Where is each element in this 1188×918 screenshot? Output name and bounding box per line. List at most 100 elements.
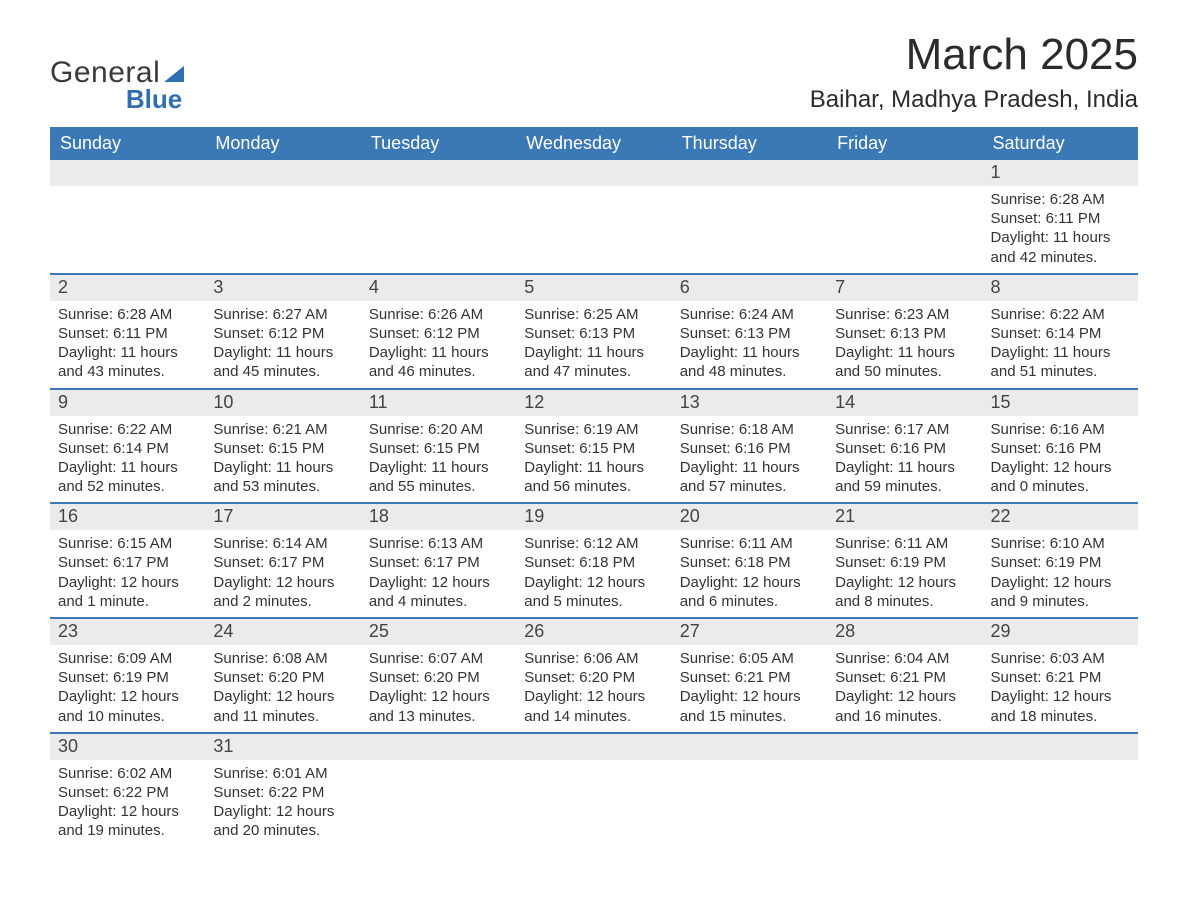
sunset-text: Sunset: 6:12 PM [369, 324, 508, 343]
calendar-day-cell: 5Sunrise: 6:25 AMSunset: 6:13 PMDaylight… [516, 274, 671, 389]
day-body [827, 186, 982, 196]
daylight-text: Daylight: 11 hours and 52 minutes. [58, 458, 197, 496]
sunset-text: Sunset: 6:20 PM [369, 668, 508, 687]
daylight-text: Daylight: 12 hours and 1 minute. [58, 573, 197, 611]
sunset-text: Sunset: 6:13 PM [524, 324, 663, 343]
logo-triangle-icon [164, 66, 184, 82]
sunset-text: Sunset: 6:17 PM [213, 553, 352, 572]
sunrise-text: Sunrise: 6:17 AM [835, 420, 974, 439]
col-sunday: Sunday [50, 127, 205, 160]
sunset-text: Sunset: 6:17 PM [369, 553, 508, 572]
daylight-text: Daylight: 12 hours and 2 minutes. [213, 573, 352, 611]
day-body: Sunrise: 6:22 AMSunset: 6:14 PMDaylight:… [50, 416, 205, 503]
calendar-day-cell: 21Sunrise: 6:11 AMSunset: 6:19 PMDayligh… [827, 503, 982, 618]
day-body: Sunrise: 6:28 AMSunset: 6:11 PMDaylight:… [983, 186, 1138, 273]
calendar-day-cell: 2Sunrise: 6:28 AMSunset: 6:11 PMDaylight… [50, 274, 205, 389]
day-body: Sunrise: 6:19 AMSunset: 6:15 PMDaylight:… [516, 416, 671, 503]
daylight-text: Daylight: 11 hours and 55 minutes. [369, 458, 508, 496]
sunrise-text: Sunrise: 6:06 AM [524, 649, 663, 668]
daylight-text: Daylight: 12 hours and 18 minutes. [991, 687, 1130, 725]
sunset-text: Sunset: 6:19 PM [835, 553, 974, 572]
calendar-day-cell [516, 160, 671, 274]
calendar-day-cell: 16Sunrise: 6:15 AMSunset: 6:17 PMDayligh… [50, 503, 205, 618]
calendar-day-cell: 3Sunrise: 6:27 AMSunset: 6:12 PMDaylight… [205, 274, 360, 389]
daylight-text: Daylight: 12 hours and 5 minutes. [524, 573, 663, 611]
sunrise-text: Sunrise: 6:02 AM [58, 764, 197, 783]
calendar-day-cell: 1Sunrise: 6:28 AMSunset: 6:11 PMDaylight… [983, 160, 1138, 274]
calendar-day-cell: 15Sunrise: 6:16 AMSunset: 6:16 PMDayligh… [983, 389, 1138, 504]
sunrise-text: Sunrise: 6:19 AM [524, 420, 663, 439]
daylight-text: Daylight: 11 hours and 45 minutes. [213, 343, 352, 381]
sunrise-text: Sunrise: 6:15 AM [58, 534, 197, 553]
day-number: 7 [827, 275, 982, 301]
calendar-day-cell: 14Sunrise: 6:17 AMSunset: 6:16 PMDayligh… [827, 389, 982, 504]
col-thursday: Thursday [672, 127, 827, 160]
day-number: 5 [516, 275, 671, 301]
day-number: 16 [50, 504, 205, 530]
sunrise-text: Sunrise: 6:25 AM [524, 305, 663, 324]
daylight-text: Daylight: 12 hours and 4 minutes. [369, 573, 508, 611]
day-number: 3 [205, 275, 360, 301]
calendar-day-cell: 24Sunrise: 6:08 AMSunset: 6:20 PMDayligh… [205, 618, 360, 733]
day-number: 10 [205, 390, 360, 416]
sunset-text: Sunset: 6:20 PM [213, 668, 352, 687]
daylight-text: Daylight: 12 hours and 0 minutes. [991, 458, 1130, 496]
calendar-day-cell: 4Sunrise: 6:26 AMSunset: 6:12 PMDaylight… [361, 274, 516, 389]
sunset-text: Sunset: 6:14 PM [991, 324, 1130, 343]
day-body: Sunrise: 6:14 AMSunset: 6:17 PMDaylight:… [205, 530, 360, 617]
day-number: 17 [205, 504, 360, 530]
sunrise-text: Sunrise: 6:11 AM [680, 534, 819, 553]
day-body: Sunrise: 6:03 AMSunset: 6:21 PMDaylight:… [983, 645, 1138, 732]
calendar-day-cell: 31Sunrise: 6:01 AMSunset: 6:22 PMDayligh… [205, 733, 360, 847]
daylight-text: Daylight: 12 hours and 10 minutes. [58, 687, 197, 725]
sunrise-text: Sunrise: 6:03 AM [991, 649, 1130, 668]
daylight-text: Daylight: 12 hours and 11 minutes. [213, 687, 352, 725]
day-body [361, 760, 516, 770]
sunset-text: Sunset: 6:16 PM [991, 439, 1130, 458]
day-number [205, 160, 360, 186]
calendar-day-cell: 27Sunrise: 6:05 AMSunset: 6:21 PMDayligh… [672, 618, 827, 733]
day-number [827, 734, 982, 760]
day-body [361, 186, 516, 196]
calendar-day-cell: 25Sunrise: 6:07 AMSunset: 6:20 PMDayligh… [361, 618, 516, 733]
day-number: 23 [50, 619, 205, 645]
sunrise-text: Sunrise: 6:23 AM [835, 305, 974, 324]
calendar-day-cell: 10Sunrise: 6:21 AMSunset: 6:15 PMDayligh… [205, 389, 360, 504]
calendar-week-row: 16Sunrise: 6:15 AMSunset: 6:17 PMDayligh… [50, 503, 1138, 618]
col-friday: Friday [827, 127, 982, 160]
calendar-day-cell: 23Sunrise: 6:09 AMSunset: 6:19 PMDayligh… [50, 618, 205, 733]
daylight-text: Daylight: 12 hours and 14 minutes. [524, 687, 663, 725]
calendar-day-cell: 9Sunrise: 6:22 AMSunset: 6:14 PMDaylight… [50, 389, 205, 504]
day-body [205, 186, 360, 196]
day-number: 15 [983, 390, 1138, 416]
day-number: 18 [361, 504, 516, 530]
day-number [516, 160, 671, 186]
sunrise-text: Sunrise: 6:18 AM [680, 420, 819, 439]
day-body: Sunrise: 6:21 AMSunset: 6:15 PMDaylight:… [205, 416, 360, 503]
day-number: 26 [516, 619, 671, 645]
day-number: 1 [983, 160, 1138, 186]
sunset-text: Sunset: 6:15 PM [213, 439, 352, 458]
sunrise-text: Sunrise: 6:24 AM [680, 305, 819, 324]
daylight-text: Daylight: 11 hours and 59 minutes. [835, 458, 974, 496]
daylight-text: Daylight: 11 hours and 57 minutes. [680, 458, 819, 496]
day-body: Sunrise: 6:01 AMSunset: 6:22 PMDaylight:… [205, 760, 360, 847]
day-body: Sunrise: 6:06 AMSunset: 6:20 PMDaylight:… [516, 645, 671, 732]
day-body [516, 186, 671, 196]
day-body: Sunrise: 6:17 AMSunset: 6:16 PMDaylight:… [827, 416, 982, 503]
day-number: 24 [205, 619, 360, 645]
daylight-text: Daylight: 11 hours and 51 minutes. [991, 343, 1130, 381]
day-number [361, 160, 516, 186]
day-body: Sunrise: 6:09 AMSunset: 6:19 PMDaylight:… [50, 645, 205, 732]
calendar-week-row: 2Sunrise: 6:28 AMSunset: 6:11 PMDaylight… [50, 274, 1138, 389]
day-number: 31 [205, 734, 360, 760]
day-body: Sunrise: 6:10 AMSunset: 6:19 PMDaylight:… [983, 530, 1138, 617]
day-body: Sunrise: 6:22 AMSunset: 6:14 PMDaylight:… [983, 301, 1138, 388]
day-number: 22 [983, 504, 1138, 530]
calendar-day-cell [672, 733, 827, 847]
daylight-text: Daylight: 12 hours and 8 minutes. [835, 573, 974, 611]
col-saturday: Saturday [983, 127, 1138, 160]
sunset-text: Sunset: 6:22 PM [213, 783, 352, 802]
day-body: Sunrise: 6:08 AMSunset: 6:20 PMDaylight:… [205, 645, 360, 732]
calendar-day-cell: 8Sunrise: 6:22 AMSunset: 6:14 PMDaylight… [983, 274, 1138, 389]
